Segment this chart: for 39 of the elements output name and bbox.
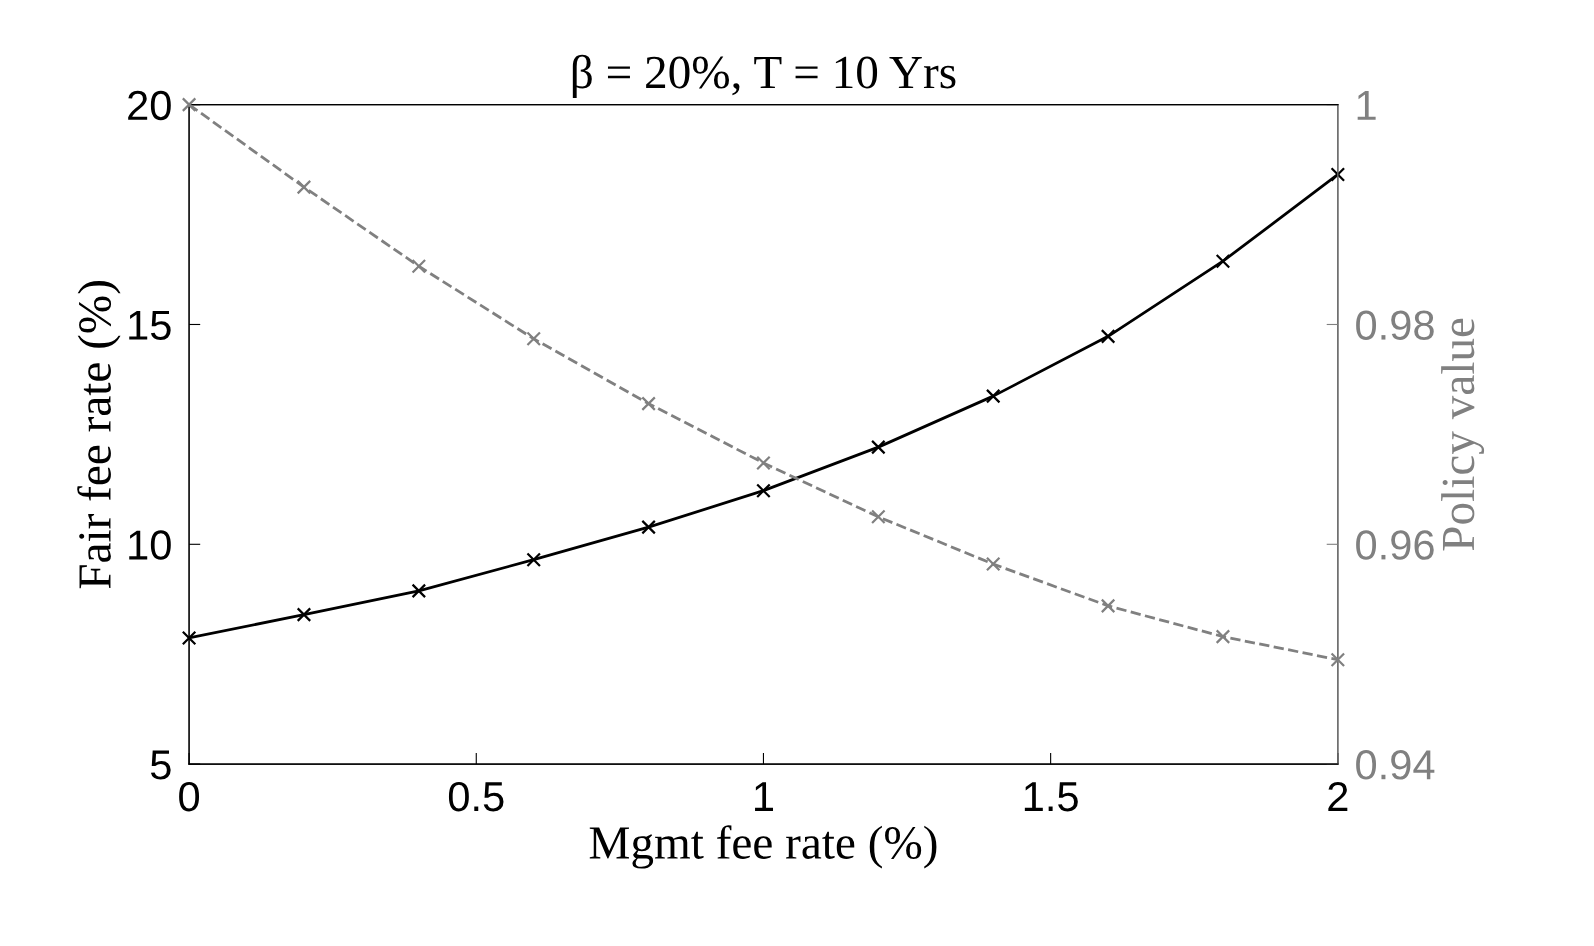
y2-tick-label: 0.98: [1356, 310, 1434, 340]
point: [756, 455, 771, 471]
point: [181, 97, 197, 113]
y-axis-title: Fair fee rate (%): [77, 281, 121, 589]
point: [296, 607, 312, 622]
point: [1100, 598, 1116, 614]
point: [1100, 328, 1116, 344]
point: [985, 556, 1001, 572]
x-tick-label: 0.5: [448, 781, 504, 812]
point: [1330, 652, 1346, 668]
point: [296, 179, 312, 195]
x-tick-label: 2: [1328, 781, 1348, 811]
x-axis-title: Mgmt fee rate (%): [589, 825, 937, 869]
x-tick-label: 1: [755, 782, 774, 811]
point: [985, 388, 1001, 404]
y2-tick-label: 1: [1357, 91, 1376, 120]
point: [411, 258, 427, 274]
point: [870, 439, 886, 455]
y-tick-label: 5: [150, 750, 171, 780]
point: [1330, 167, 1346, 182]
point: [641, 519, 656, 535]
point: [1215, 253, 1231, 269]
point: [181, 630, 197, 646]
point: [526, 552, 542, 568]
point: [411, 583, 427, 599]
y-tick-label: 15: [129, 310, 171, 340]
point: [641, 396, 656, 411]
x-tick-label: 0: [179, 781, 200, 812]
y2-axis-title: Policy value: [1441, 318, 1485, 551]
x-tick-label: 1.5: [1024, 782, 1078, 812]
y2-tick-label: 0.94: [1356, 750, 1435, 780]
point: [870, 509, 886, 525]
chart-title: β = 20%, T = 10 Yrs: [572, 54, 956, 99]
point: [526, 331, 542, 347]
y2-tick-label: 0.96: [1356, 530, 1434, 560]
y-tick-label: 20: [128, 90, 171, 121]
point: [756, 483, 771, 499]
point: [1215, 629, 1231, 644]
y-tick-label: 10: [129, 530, 171, 560]
